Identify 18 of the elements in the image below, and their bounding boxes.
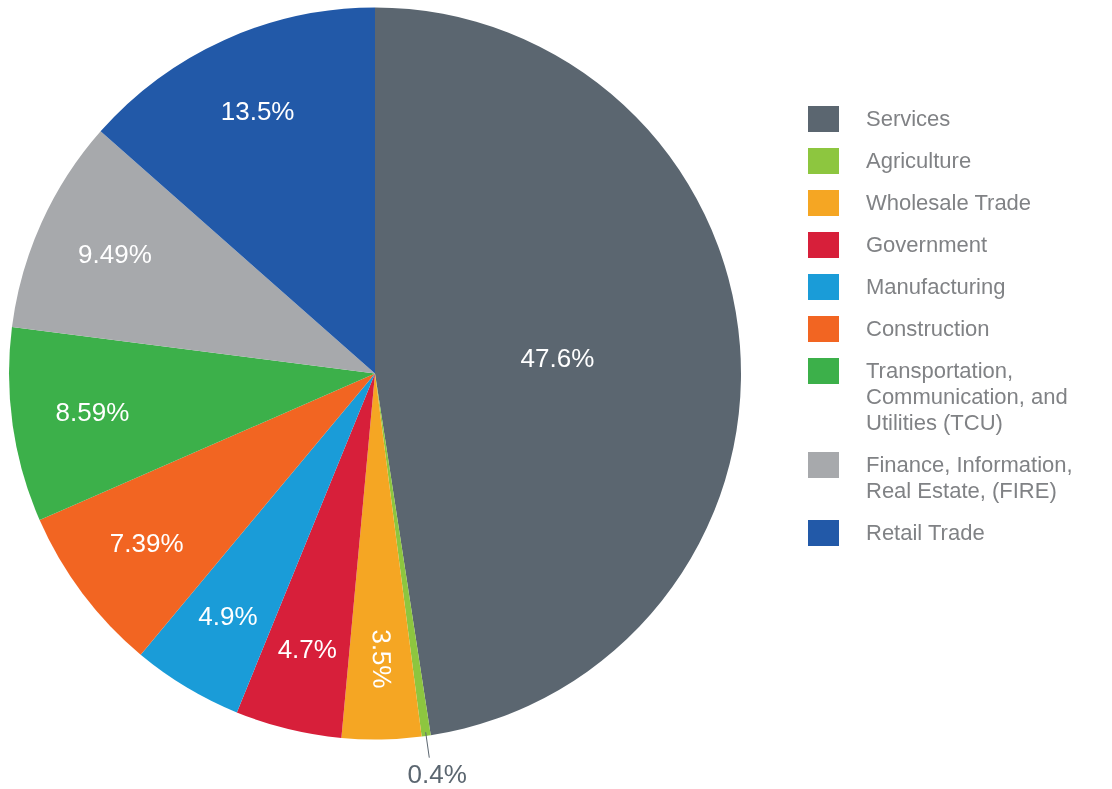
legend-label: Manufacturing [866, 274, 1006, 300]
legend-label: Wholesale Trade [866, 190, 1032, 216]
legend-label: Retail Trade [866, 520, 985, 546]
data-label: 3.5% [366, 629, 398, 689]
data-label: 8.59% [55, 397, 130, 428]
data-label: 13.5% [220, 96, 295, 127]
data-label: 9.49% [78, 238, 152, 269]
data-label: 4.9% [198, 601, 258, 632]
legend-label: Government [866, 232, 988, 258]
legend-label: Construction [866, 316, 990, 342]
data-label: 47.6% [520, 342, 595, 373]
legend-label: Agriculture [866, 148, 972, 174]
legend-label: Finance, Information, Real Estate, (FIRE) [866, 452, 1074, 504]
data-label: 0.4% [407, 758, 467, 789]
data-label: 4.7% [277, 634, 337, 664]
legend-label: Services [866, 106, 951, 132]
legend-label: Transportation, Communication, and Utilities (TCU) [866, 358, 1069, 436]
data-label: 7.39% [109, 528, 184, 559]
